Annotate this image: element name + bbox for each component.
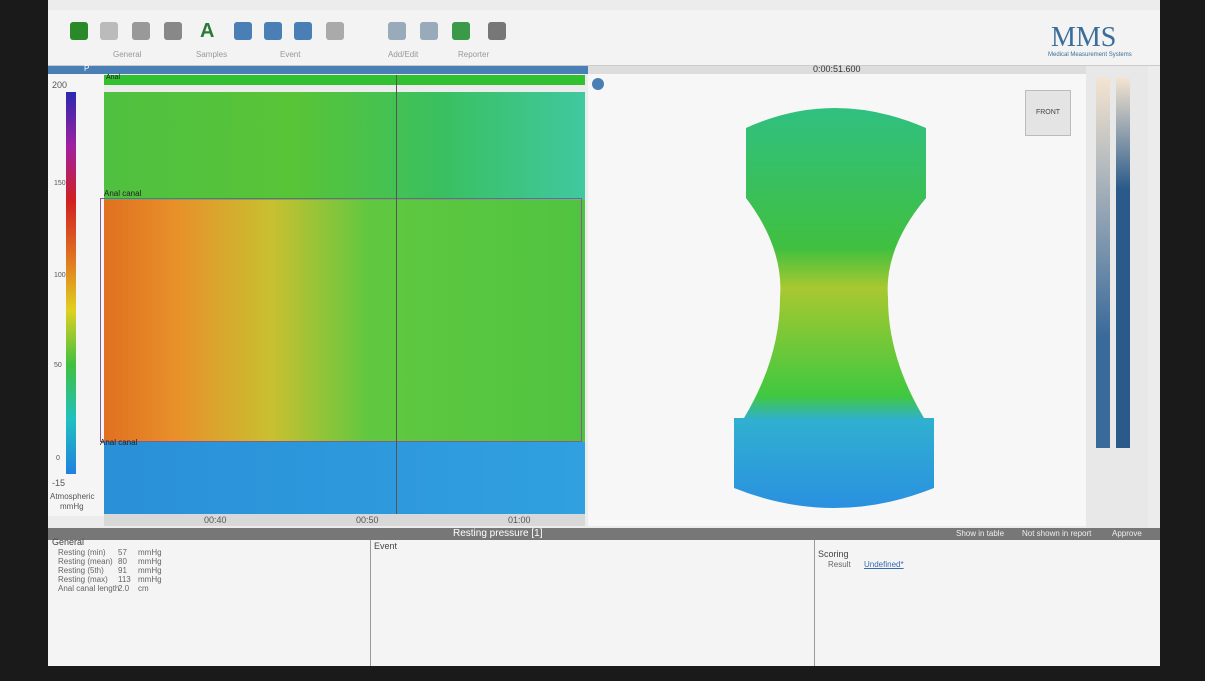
screen: A General Samples Event Add/Edit Reporte… — [48, 0, 1160, 666]
scale-tick: 50 — [54, 362, 62, 369]
metric-name: Resting (5th) — [58, 566, 104, 575]
not-shown-in-report[interactable]: Not shown in report — [1022, 529, 1092, 538]
anal-canal-3d — [734, 108, 934, 508]
event-title: Event — [374, 541, 398, 551]
reset-button[interactable] — [452, 22, 470, 40]
top-label: Anal — [106, 74, 121, 81]
event-mark-button[interactable] — [294, 22, 312, 40]
toolbar-group-label: General — [113, 50, 142, 59]
heatmap-lower — [104, 442, 585, 516]
metric-unit: cm — [138, 584, 149, 593]
scale-tick: 100 — [54, 272, 66, 279]
scale-unit-label: Atmospheric — [50, 492, 95, 501]
general-title: General — [52, 537, 85, 547]
logo-subtitle: Medical Measurement Systems — [1048, 52, 1132, 58]
event-start-button[interactable] — [234, 22, 252, 40]
catheter-right — [1116, 78, 1130, 448]
metric-unit: mmHg — [138, 557, 162, 566]
metric-unit: mmHg — [138, 548, 162, 557]
heatmap-upper — [104, 92, 585, 200]
result-label: Result — [828, 560, 851, 569]
metric-name: Resting (mean) — [58, 557, 113, 566]
plot-header — [48, 66, 588, 74]
metric-value: 2.0 — [118, 584, 130, 593]
catheter-left — [1096, 78, 1110, 448]
metric-value: 113 — [118, 575, 131, 584]
scoring-title: Scoring — [818, 549, 849, 559]
scale-panel — [48, 74, 104, 516]
metric-value: 80 — [118, 557, 127, 566]
metric-unit: mmHg — [138, 566, 162, 575]
select-button[interactable] — [388, 22, 406, 40]
scale-header: P — [84, 64, 90, 73]
redo-button[interactable] — [100, 22, 118, 40]
scale-tick: 150 — [54, 180, 66, 187]
heatmap-canal — [104, 200, 585, 442]
time-tick: 00:50 — [356, 515, 379, 525]
logo: MMS — [1051, 22, 1117, 53]
time-tick: 00:40 — [204, 515, 227, 525]
analysis-bar — [48, 528, 1160, 540]
result-value[interactable]: Undefined* — [864, 560, 904, 569]
metric-value: 91 — [118, 566, 127, 575]
region-label: Anal canal — [104, 189, 142, 198]
divider — [814, 540, 815, 666]
metric-name: Resting (min) — [58, 548, 106, 557]
view-button[interactable] — [164, 22, 182, 40]
time-axis — [104, 514, 585, 526]
cursor-line — [396, 75, 397, 516]
metric-value: 57 — [118, 548, 127, 557]
show-in-table[interactable]: Show in table — [956, 529, 1005, 538]
pause-button[interactable] — [592, 78, 604, 90]
scale-unit: mmHg — [60, 502, 84, 511]
color-scale — [66, 92, 76, 474]
toolbar-group-label: Reporter — [458, 50, 490, 59]
viewer-time: 0:00:51.600 — [813, 64, 861, 74]
info-button[interactable] — [420, 22, 438, 40]
scale-min: -15 — [52, 478, 66, 488]
scale-tick: 0 — [56, 455, 60, 462]
top-band — [104, 75, 585, 85]
general-table: Resting (min) 57 mmHg Resting (mean) 80 mmHg R… — [58, 548, 258, 593]
divider — [370, 540, 371, 666]
scale-max: 200 — [52, 80, 68, 90]
viewer-header — [588, 66, 1086, 74]
annotate-button[interactable]: A — [200, 20, 215, 42]
undo-button[interactable] — [70, 22, 88, 40]
toolbar-group-label: Add/Edit — [388, 50, 419, 59]
general-row: Resting (5th) 91 mmHg — [58, 566, 258, 575]
metric-name: Anal canal length — [58, 584, 120, 593]
general-row: Resting (mean) 80 mmHg — [58, 557, 258, 566]
general-row: Anal canal length 2.0 cm — [58, 584, 258, 593]
toolbar — [48, 10, 1160, 66]
region-box — [100, 198, 582, 442]
sort-button[interactable] — [132, 22, 150, 40]
time-tick: 01:00 — [508, 515, 531, 525]
approve-button[interactable]: Approve — [1112, 529, 1142, 538]
view-button[interactable]: FRONT — [1025, 90, 1071, 136]
region-label: Anal canal — [100, 438, 138, 447]
general-row: Resting (min) 57 mmHg — [58, 548, 258, 557]
results-area — [48, 540, 1160, 666]
metric-name: Resting (max) — [58, 575, 108, 584]
metric-unit: mmHg — [138, 575, 162, 584]
toolbar-group-label: Samples — [196, 50, 228, 59]
report-button[interactable] — [488, 22, 506, 40]
toolbar-group-label: Event — [280, 50, 301, 59]
event-end-button[interactable] — [264, 22, 282, 40]
pan-button[interactable] — [326, 22, 344, 40]
analysis-title: Resting pressure [1] — [453, 528, 543, 539]
general-row: Resting (max) 113 mmHg — [58, 575, 258, 584]
